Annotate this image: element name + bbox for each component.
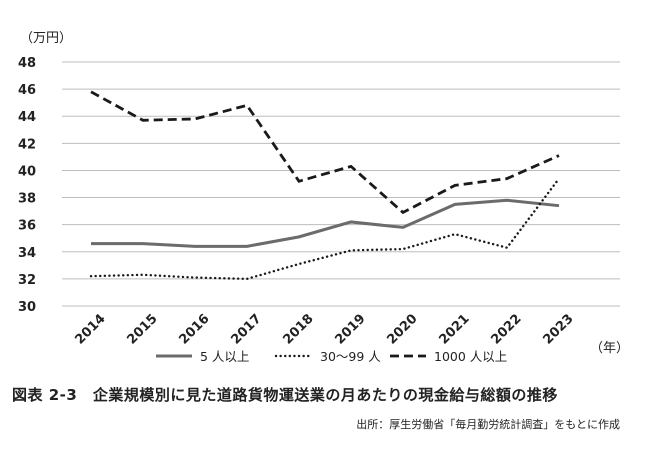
y-tick-label: 42	[18, 137, 36, 152]
source-note: 出所：厚生労働省「毎月勤労統計調査」をもとに作成	[356, 418, 620, 431]
series-line-0	[91, 198, 560, 248]
x-tick-label: 2023	[540, 311, 576, 347]
y-tick-label: 36	[18, 219, 36, 234]
y-tick-label: 38	[18, 192, 36, 207]
figure-caption: 図表 2-3 企業規模別に見た道路貨物運送業の月あたりの現金給与総額の推移	[12, 386, 558, 404]
x-unit-label: （年）	[590, 341, 629, 356]
legend-label-2: 1000 人以上	[434, 349, 507, 364]
x-tick-label: 2020	[384, 311, 420, 347]
y-tick-label: 34	[18, 246, 36, 261]
y-tick-label: 44	[18, 110, 36, 125]
y-tick-label: 48	[18, 56, 36, 71]
y-tick-label: 40	[18, 164, 36, 179]
x-tick-label: 2022	[488, 311, 524, 347]
line-chart: （万円） 30 32 34 36 38 40 42 44 46 48 2014 2015 2016 2017…	[18, 31, 629, 364]
series-line-2	[90, 90, 560, 215]
x-tick-label: 2014	[72, 311, 108, 347]
y-tick-label: 46	[18, 83, 36, 98]
x-tick-label: 2015	[124, 311, 160, 347]
x-tick-label: 2021	[436, 311, 472, 347]
x-tick-label: 2019	[332, 311, 368, 347]
y-tick-label: 30	[18, 300, 36, 315]
y-unit-label: （万円）	[20, 31, 72, 46]
series-line-1	[89, 177, 561, 281]
x-tick-label: 2018	[280, 311, 316, 347]
y-tick-label: 32	[18, 273, 36, 288]
x-tick-label: 2017	[228, 311, 264, 347]
legend-label-1: 30～99 人	[320, 349, 381, 364]
x-tick-label: 2016	[176, 311, 212, 347]
legend-label-0: 5 人以上	[200, 349, 249, 364]
